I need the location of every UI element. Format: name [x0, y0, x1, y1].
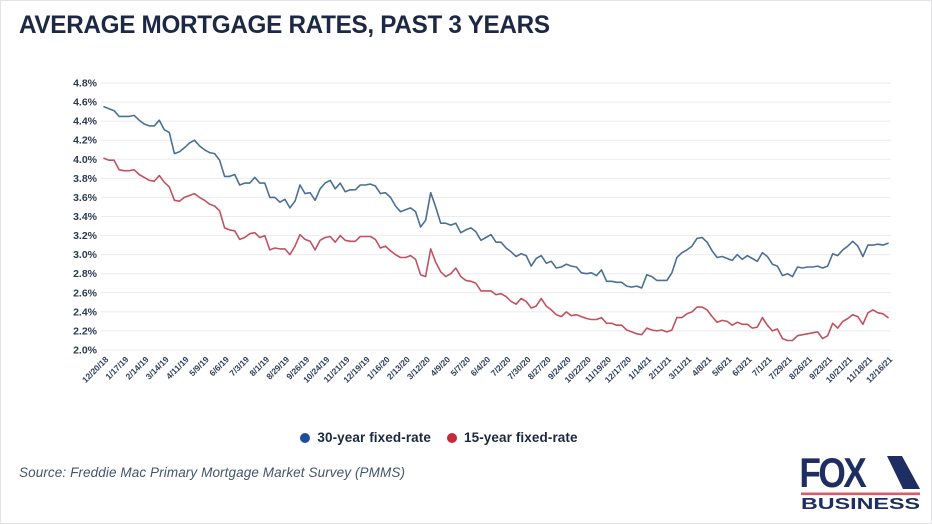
- y-axis-tick-label: 3.8%: [73, 173, 98, 185]
- page-title: AVERAGE MORTGAGE RATES, PAST 3 YEARS: [19, 11, 550, 39]
- x-axis-tick-label: 7/3/19: [227, 354, 251, 378]
- y-axis-tick-label: 3.4%: [73, 211, 98, 223]
- legend-dot-30-year-icon: [300, 432, 311, 443]
- y-axis-tick-label: 4.2%: [73, 135, 98, 147]
- x-axis-tick-label: 6/4/20: [469, 354, 493, 378]
- x-axis-tick-label: 12/20/18: [80, 354, 111, 385]
- y-axis-tick-label: 2.6%: [73, 287, 98, 299]
- source-attribution: Source: Freddie Mac Primary Mortgage Mar…: [19, 465, 406, 480]
- x-axis-tick-label: 5/7/20: [448, 354, 472, 378]
- series-line-15-year-fixed-rate: [103, 157, 889, 342]
- x-axis-tick-label: 6/6/19: [207, 354, 231, 378]
- fox-logo-text: FOX: [801, 450, 867, 497]
- legend-item-15-year: 15-year fixed-rate: [447, 430, 578, 445]
- y-axis-tick-label: 4.0%: [73, 154, 98, 166]
- y-axis-tick-label: 2.0%: [73, 345, 98, 357]
- y-axis-tick-label: 2.2%: [73, 325, 98, 337]
- x-axis-tick-label: 3/12/20: [405, 354, 432, 381]
- legend-label-30-year: 30-year fixed-rate: [317, 430, 431, 445]
- y-axis-tick-label: 4.4%: [73, 116, 98, 128]
- searchlight-beam-icon: [887, 456, 920, 489]
- y-axis-tick-label: 3.0%: [73, 249, 98, 261]
- legend-label-15-year: 15-year fixed-rate: [464, 430, 578, 445]
- y-axis-tick-label: 2.4%: [73, 306, 98, 318]
- y-axis-tick-label: 3.2%: [73, 230, 98, 242]
- legend: 30-year fixed-rate 15-year fixed-rate: [1, 430, 905, 445]
- x-axis-tick-label: 4/11/19: [164, 354, 191, 381]
- y-axis-tick-label: 3.6%: [73, 192, 98, 204]
- y-axis-tick-label: 4.6%: [73, 97, 98, 109]
- fox-business-logo: FOX BUSINESS: [801, 450, 920, 513]
- x-axis-tick-label: 4/8/21: [690, 354, 714, 378]
- business-logo-text: BUSINESS: [801, 496, 920, 513]
- x-axis-tick-label: 5/6/21: [710, 354, 734, 378]
- y-axis-tick-label: 2.8%: [73, 268, 98, 280]
- x-axis-tick-label: 5/9/19: [187, 354, 211, 378]
- legend-item-30-year: 30-year fixed-rate: [300, 430, 431, 445]
- y-axis-tick-label: 4.8%: [73, 78, 98, 90]
- logo-red-rule: [801, 492, 920, 496]
- x-axis-tick-label: 4/9/20: [428, 354, 452, 378]
- legend-dot-15-year-icon: [447, 432, 457, 443]
- series-line-30-year-fixed-rate: [103, 106, 889, 289]
- x-axis-tick-label: 3/11/21: [667, 354, 694, 381]
- x-axis-tick-label: 6/3/21: [730, 354, 754, 378]
